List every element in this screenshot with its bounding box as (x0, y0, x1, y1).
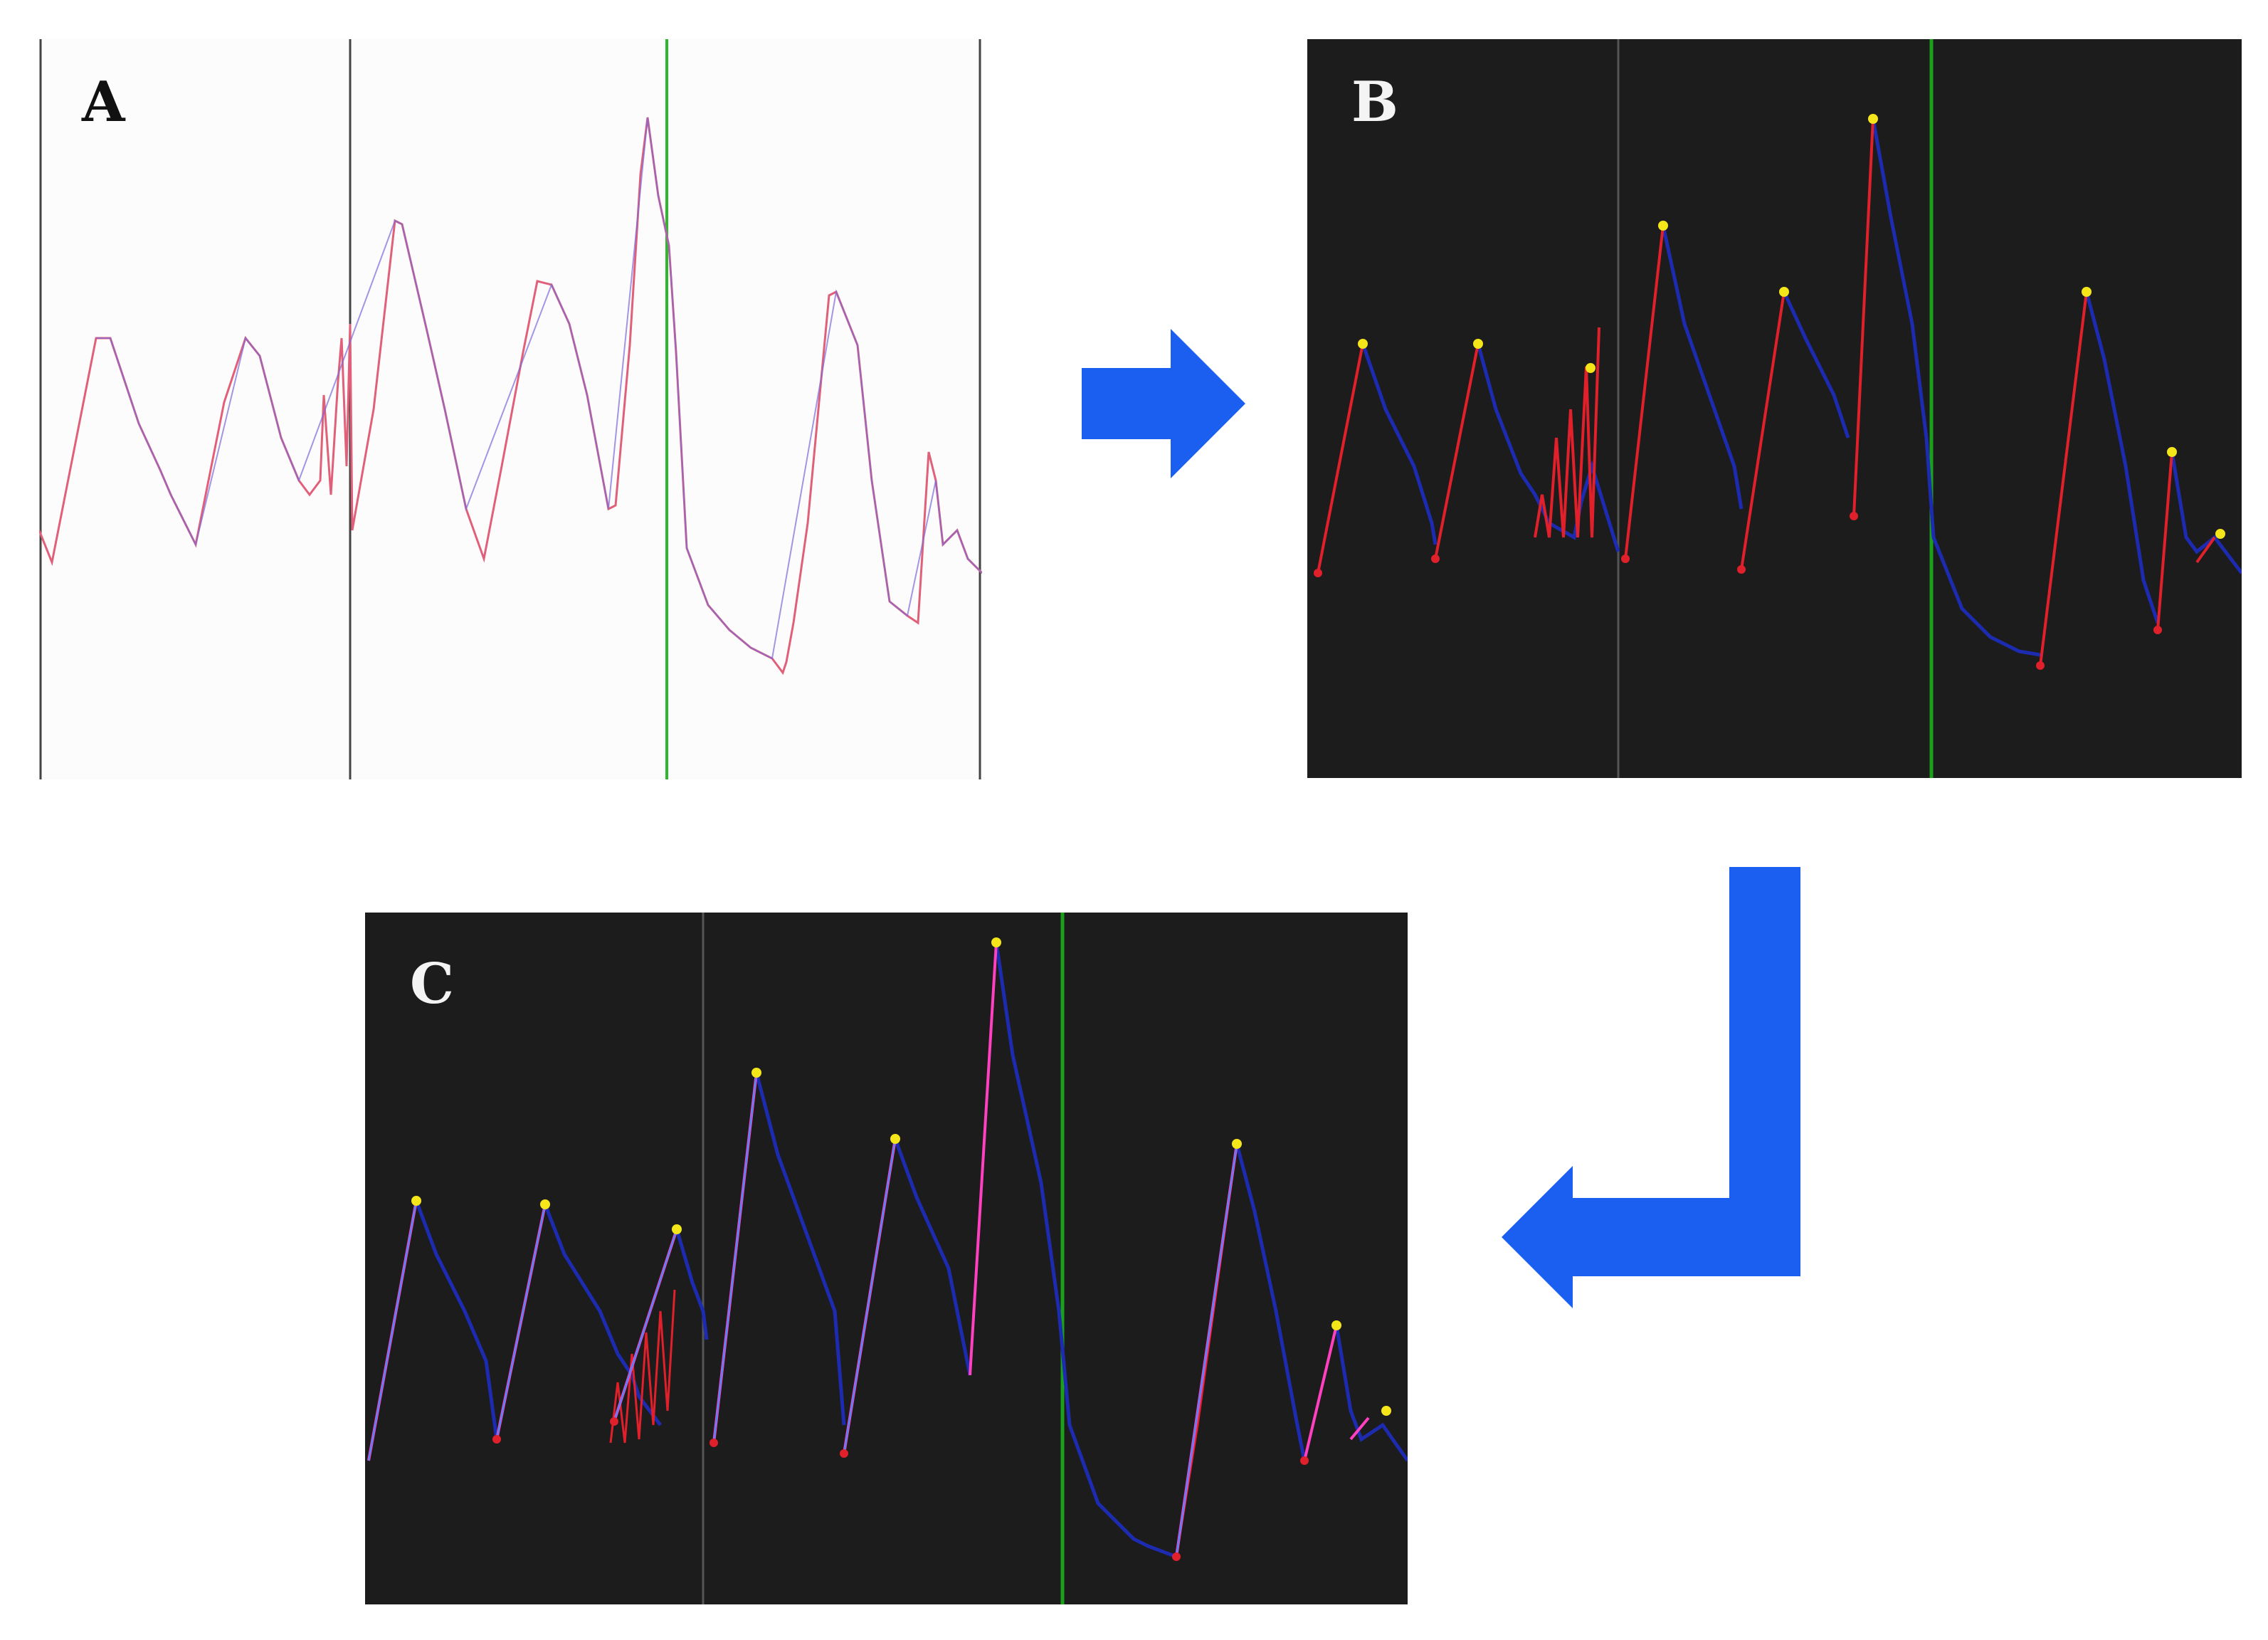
rising-segment (1434, 343, 1480, 559)
peak-marker (751, 1068, 761, 1078)
trough-marker (2153, 626, 2162, 634)
trough-marker (1621, 554, 1630, 563)
rising-segment (1852, 118, 1874, 517)
falling-segment (675, 1229, 709, 1340)
rising-segment (2156, 451, 2173, 631)
peak-marker (1779, 287, 1789, 297)
rising-segment (2039, 291, 2088, 666)
fit-overlay-line (496, 1204, 546, 1440)
rising-segment (1534, 327, 1600, 538)
falling-segment (1334, 1325, 1408, 1462)
rising-segment (1317, 343, 1364, 574)
trough-marker (1314, 569, 1322, 577)
fitted-rise-line (969, 942, 998, 1376)
panel-label: A (82, 70, 125, 135)
peak-marker (411, 1196, 421, 1206)
falling-segment (754, 1072, 846, 1426)
arrow-down-left-icon (1502, 867, 1800, 1308)
peak-marker (1473, 339, 1483, 349)
peak-marker (540, 1199, 550, 1209)
panel-a-raw-signal: A (39, 39, 982, 779)
falling-segment (1782, 290, 1850, 438)
trough-marker (610, 1417, 618, 1426)
fitted-rise-line (1303, 1325, 1338, 1461)
rising-segment (2195, 536, 2216, 564)
fit-overlay-line (368, 1200, 417, 1461)
peak-marker (1331, 1320, 1341, 1330)
trough-marker (1431, 554, 1440, 563)
trough-marker (840, 1449, 848, 1458)
falling-segment (1235, 1143, 1307, 1461)
fit-overlay-line (843, 1138, 896, 1454)
peak-marker (1658, 221, 1668, 231)
trough-marker (492, 1435, 501, 1444)
trough-marker (1737, 565, 1746, 574)
falling-segment (2170, 451, 2242, 574)
fitted-rise-line (1349, 1416, 1370, 1441)
panel-label: B (1351, 70, 1398, 135)
panel-c-rise-fitting: C (365, 913, 1408, 1604)
fit-overlay-line (713, 1072, 757, 1444)
peak-marker (1381, 1406, 1391, 1416)
trough-marker (710, 1439, 718, 1447)
falling-segment (543, 1204, 662, 1426)
fit-overlay-line (1176, 1143, 1238, 1557)
peak-marker (991, 937, 1001, 947)
falling-segment (994, 942, 1177, 1559)
peak-marker (890, 1134, 900, 1144)
peak-marker (1358, 339, 1368, 349)
panel-c-plot (367, 913, 1408, 1604)
trough-marker (1850, 512, 1858, 520)
peak-marker (1868, 114, 1878, 124)
trough-marker (1300, 1456, 1309, 1465)
falling-segment (893, 1138, 972, 1376)
peak-marker (2215, 529, 2225, 539)
falling-segment (2084, 291, 2160, 624)
arrow-right-icon (1082, 329, 1245, 478)
panel-b-plot (1314, 39, 2242, 778)
trough-marker (1172, 1552, 1181, 1561)
peak-marker (672, 1224, 682, 1234)
peak-marker (2167, 447, 2177, 457)
rising-segment (1740, 291, 1786, 570)
falling-segment (1661, 225, 1744, 510)
rising-segment (1624, 225, 1665, 559)
peak-marker (2082, 287, 2092, 297)
peak-marker (1232, 1139, 1242, 1149)
peak-marker (1586, 363, 1595, 373)
falling-segment (414, 1200, 499, 1440)
falling-segment (1871, 118, 2041, 657)
signal-waveform (39, 117, 982, 676)
panel-label: C (410, 952, 455, 1016)
panel-b-peak-detection: B (1307, 39, 2242, 778)
falling-segment (1361, 343, 1438, 545)
trough-marker (2036, 661, 2045, 670)
signal-waveform-overlay (96, 117, 982, 660)
panel-a-plot (39, 39, 982, 779)
fit-overlay-line (613, 1229, 677, 1422)
rising-segment (609, 1289, 676, 1444)
